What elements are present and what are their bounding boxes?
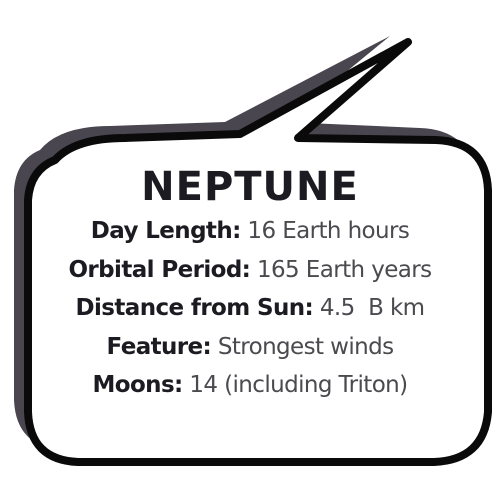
- fact-label: Moons:: [92, 372, 183, 398]
- fact-label: Distance from Sun:: [75, 295, 314, 321]
- fact-moons: Moons: 14 (including Triton): [30, 366, 470, 405]
- fact-distance-from-sun: Distance from Sun: 4.5 B km: [30, 289, 470, 328]
- fact-orbital-period: Orbital Period: 165 Earth years: [30, 251, 470, 290]
- fact-label: Orbital Period:: [68, 256, 251, 283]
- fact-value: 165 Earth years: [250, 256, 432, 283]
- fact-label: Feature:: [106, 333, 212, 360]
- fact-feature: Feature: Strongest winds: [30, 328, 470, 367]
- fact-day-length: Day Length: 16 Earth hours: [30, 212, 470, 251]
- fact-value: 14 (including Triton): [182, 372, 408, 398]
- fact-label: Day Length:: [90, 218, 242, 244]
- planet-title: NEPTUNE: [141, 164, 359, 210]
- speech-bubble-body: [24, 38, 492, 466]
- fact-value: 16 Earth hours: [240, 218, 410, 244]
- fact-value: Strongest winds: [211, 333, 394, 360]
- fact-value: 4.5 B km: [313, 295, 425, 321]
- planet-info: NEPTUNE Day Length: 16 Earth hours Orbit…: [30, 162, 470, 405]
